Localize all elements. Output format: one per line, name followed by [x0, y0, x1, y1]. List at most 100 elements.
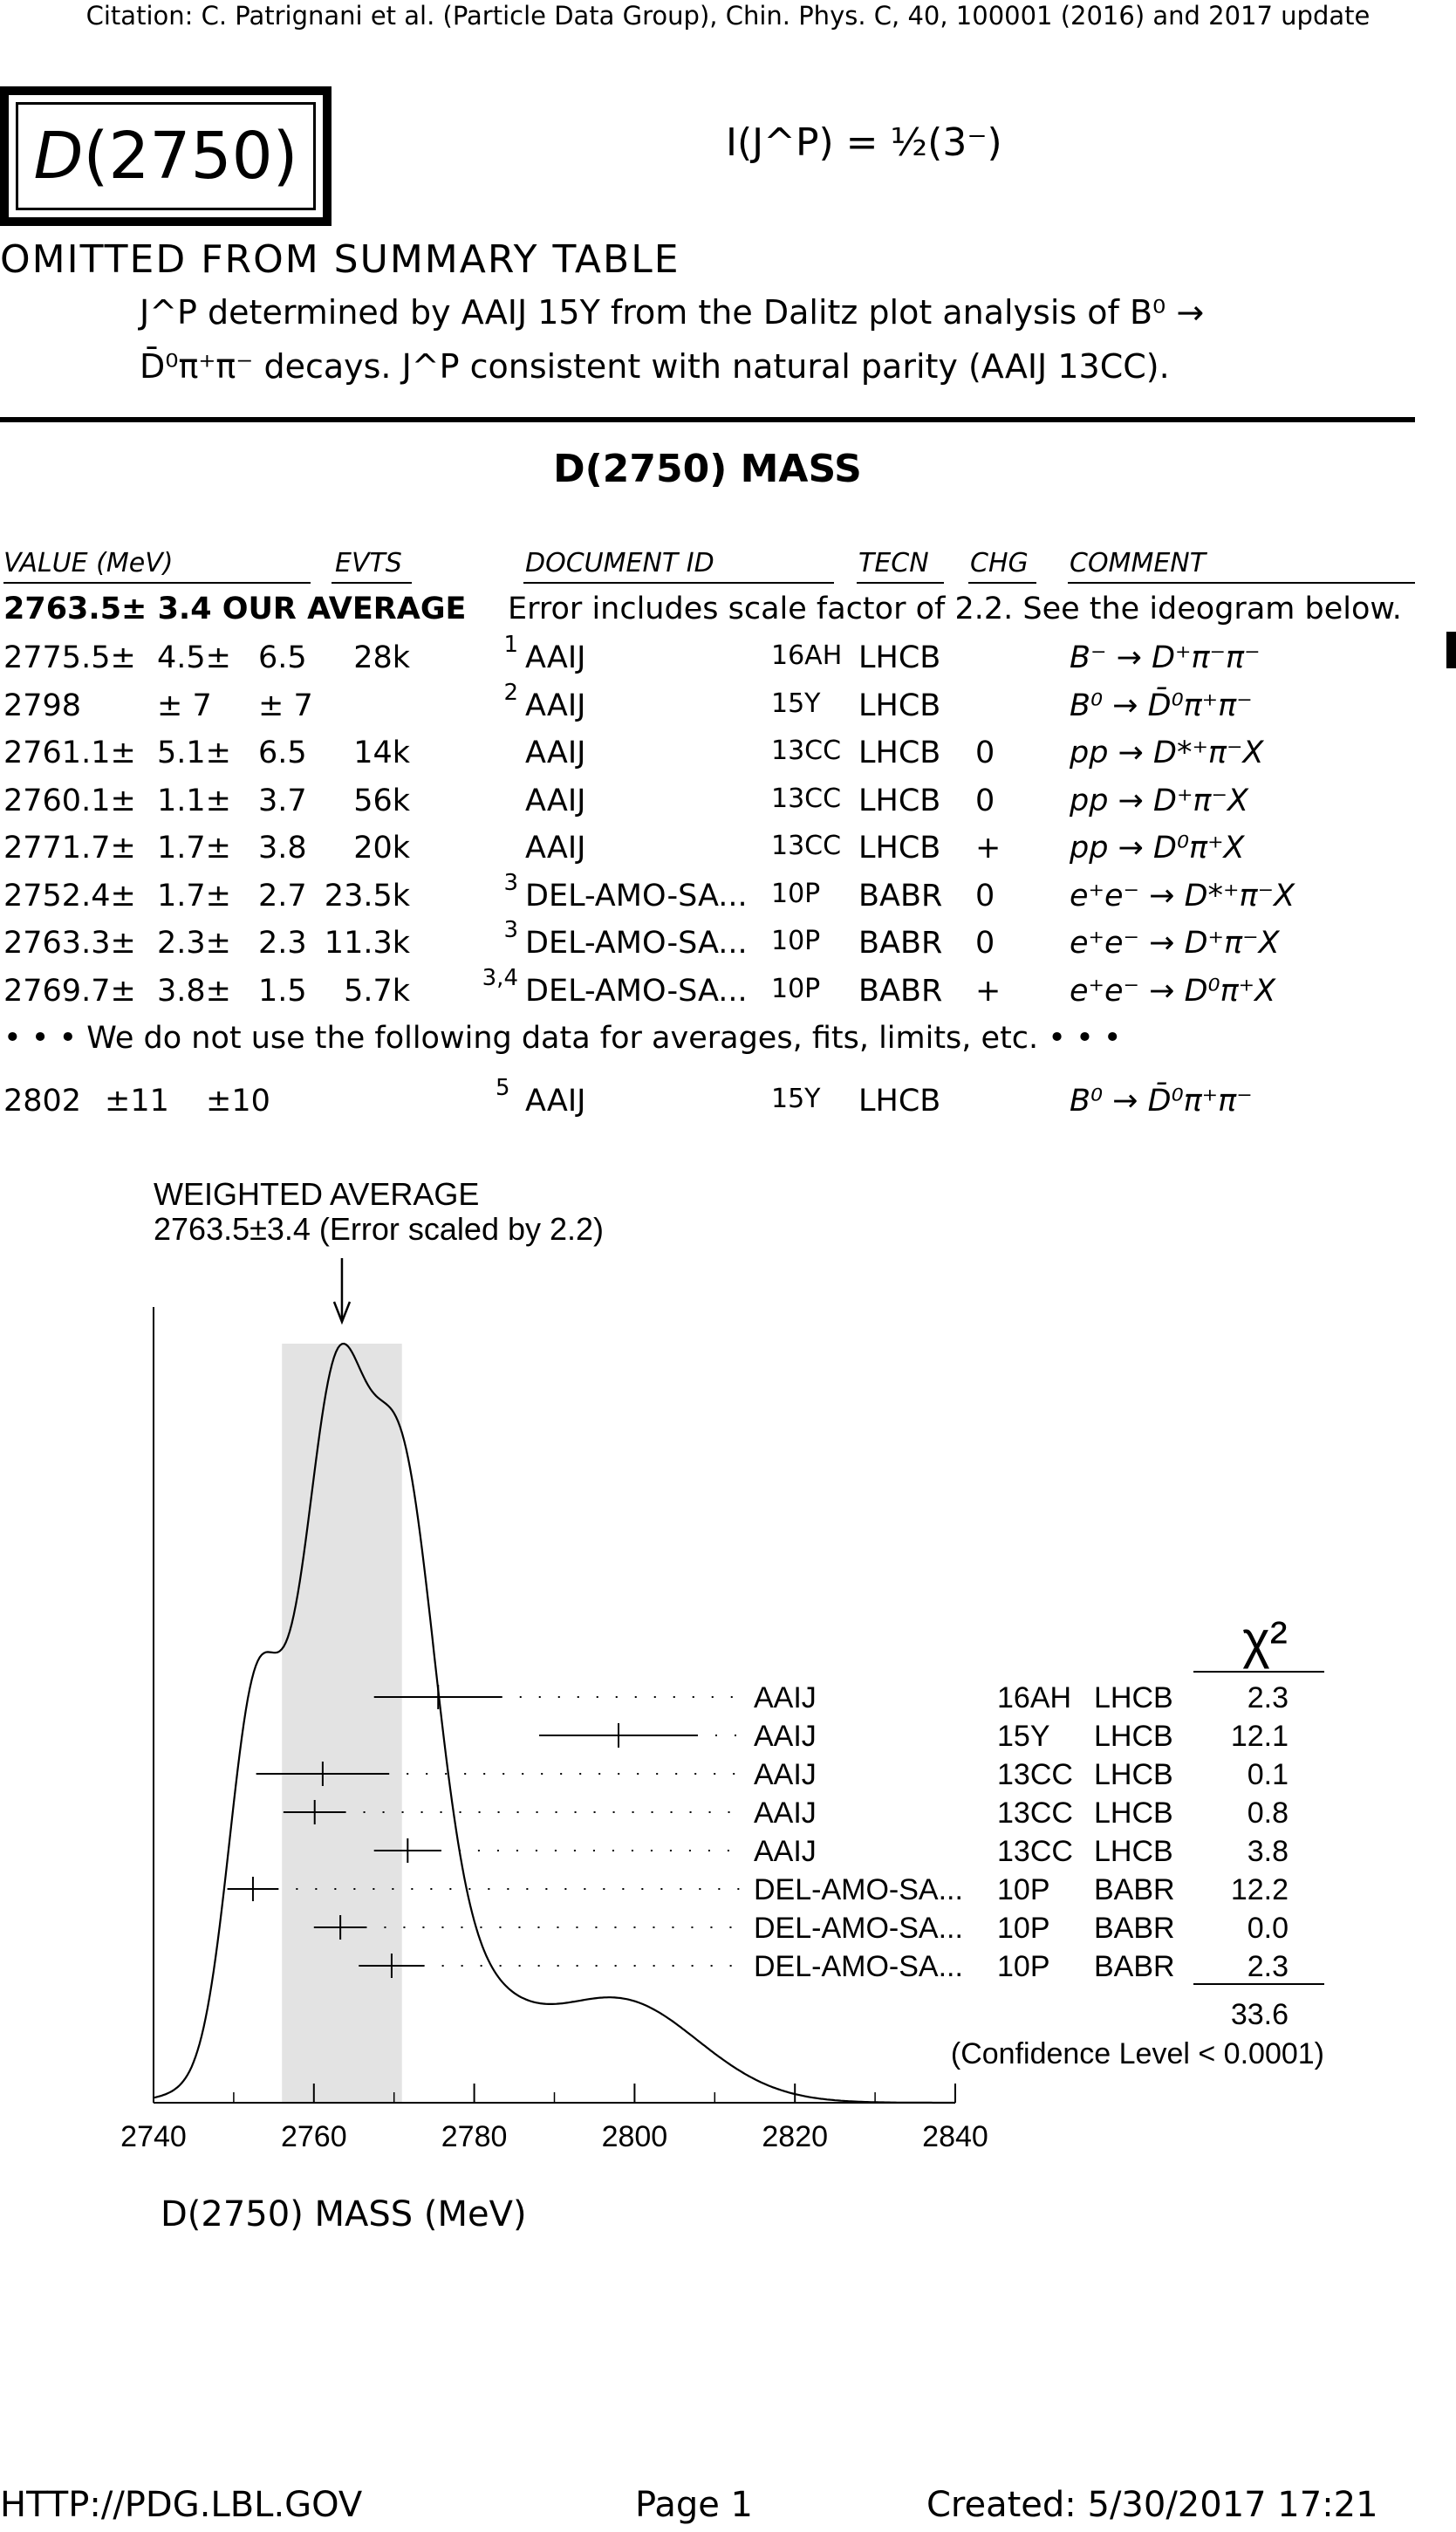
- header-underline: [3, 582, 311, 584]
- row-err2: 3.8: [258, 831, 307, 866]
- section-rule: [0, 417, 1415, 422]
- row-document: DEL-AMO-SA...: [525, 973, 748, 1009]
- weighted-average-title: WEIGHTED AVERAGE: [154, 1176, 480, 1212]
- row-err1: 2.3±: [157, 926, 231, 961]
- footer-created: Created: 5/30/2017 17:21: [926, 2485, 1378, 2525]
- entry-year: 10P: [997, 1950, 1050, 1983]
- quantum-numbers: I(J^P) = ½(3⁻): [726, 120, 1002, 165]
- entry-label: AAIJ: [754, 1796, 817, 1830]
- row-err1: 1.7±: [157, 878, 231, 914]
- entry-label: DEL-AMO-SA...: [754, 1873, 963, 1906]
- entry-tecn: BABR: [1094, 1912, 1175, 1945]
- row-evts: 28k: [353, 640, 410, 675]
- confidence-level: (Confidence Level < 0.0001): [951, 2037, 1324, 2070]
- entry-label: AAIJ: [754, 1720, 817, 1753]
- row-tecn: LHCB: [858, 688, 941, 723]
- entry-year: 10P: [997, 1873, 1050, 1906]
- row-comment: B⁻ → D⁺π⁻π⁻: [1070, 640, 1261, 675]
- change-bar: [1446, 632, 1456, 668]
- x-tick-label: 2740: [120, 2120, 187, 2153]
- footer-page: Page 1: [635, 2485, 753, 2525]
- row-evts: 23.5k: [324, 878, 410, 914]
- header-document-id: DOCUMENT ID: [525, 548, 714, 578]
- row-document: AAIJ: [525, 783, 586, 818]
- row-year: 10P: [771, 973, 821, 1004]
- omitted-label: OMITTED FROM SUMMARY TABLE: [0, 237, 680, 282]
- row-comment: e⁺e⁻ → D⁰π⁺X: [1070, 973, 1276, 1009]
- entry-chi2: 0.0: [1248, 1912, 1289, 1945]
- header-evts: EVTS: [335, 548, 402, 578]
- x-tick-label: 2840: [922, 2120, 988, 2153]
- entry-chi2: 0.8: [1248, 1796, 1289, 1830]
- ideogram-chart: 2740 2760 2780 2800 2820 2840 AAIJ 16AH LHCB 2.3 A…: [120, 1258, 1324, 2153]
- extra-tecn: LHCB: [858, 1084, 941, 1119]
- row-charge: 0: [975, 736, 995, 770]
- entry-tecn: LHCB: [1094, 1835, 1173, 1868]
- average-band: [282, 1344, 402, 2103]
- row-err1: 1.7±: [157, 831, 231, 866]
- entry-year: 15Y: [997, 1720, 1050, 1753]
- entry-chi2: 12.1: [1231, 1720, 1289, 1753]
- entry-tecn: LHCB: [1094, 1681, 1173, 1714]
- header-underline: [523, 582, 834, 584]
- row-err2: 2.7: [258, 878, 307, 914]
- row-err2: ± 7: [258, 688, 313, 723]
- row-comment: e⁺e⁻ → D⁺π⁻X: [1070, 926, 1280, 961]
- row-year: 16AH: [771, 640, 843, 671]
- footer-url[interactable]: HTTP://PDG.LBL.GOV: [0, 2485, 363, 2525]
- row-comment: pp → D⁰π⁺X: [1070, 831, 1245, 866]
- row-charge: 0: [975, 926, 995, 961]
- extra-err1: ±11: [105, 1084, 169, 1119]
- row-footnote: 3,4: [482, 964, 518, 991]
- row-value: 2769.7±: [3, 973, 136, 1009]
- row-tecn: BABR: [858, 926, 943, 961]
- entry-year: 13CC: [997, 1796, 1073, 1830]
- x-tick-label: 2780: [441, 2120, 508, 2153]
- row-document: DEL-AMO-SA...: [525, 926, 748, 961]
- row-document: AAIJ: [525, 640, 586, 675]
- average-arrow-head: [332, 1301, 352, 1325]
- row-value: 2798: [3, 688, 82, 723]
- row-charge: 0: [975, 783, 995, 818]
- entry-tecn: BABR: [1094, 1873, 1175, 1906]
- row-err2: 1.5: [258, 973, 307, 1009]
- citation: Citation: C. Patrignani et al. (Particle…: [85, 1, 1371, 31]
- entry-tecn: LHCB: [1094, 1758, 1173, 1791]
- row-tecn: BABR: [858, 973, 943, 1009]
- ideogram-curve: [153, 1342, 955, 2104]
- entry-label: AAIJ: [754, 1835, 817, 1868]
- extra-document: AAIJ: [525, 1084, 586, 1119]
- row-value: 2763.3±: [3, 926, 136, 961]
- row-document: AAIJ: [525, 688, 586, 723]
- row-err2: 6.5: [258, 736, 307, 770]
- row-err2: 2.3: [258, 926, 307, 961]
- row-charge: +: [975, 973, 1001, 1009]
- header-underline: [1068, 582, 1415, 584]
- row-err1: 5.1±: [157, 736, 231, 770]
- row-err1: 1.1±: [157, 783, 231, 818]
- entry-year: 10P: [997, 1912, 1050, 1945]
- x-tick-label: 2760: [281, 2120, 347, 2153]
- row-tecn: BABR: [858, 878, 943, 914]
- row-value: 2760.1±: [3, 783, 136, 818]
- row-year: 15Y: [771, 688, 821, 719]
- entry-tecn: BABR: [1094, 1950, 1175, 1983]
- header-tecn: TECN: [858, 548, 929, 578]
- row-err2: 3.7: [258, 783, 307, 818]
- entry-label: DEL-AMO-SA...: [754, 1912, 963, 1945]
- our-average-comment: Error includes scale factor of 2.2. See …: [508, 592, 1402, 626]
- entry-label: AAIJ: [754, 1758, 817, 1791]
- extra-err2: ±10: [206, 1084, 270, 1119]
- row-comment: pp → D*⁺π⁻X: [1070, 736, 1264, 770]
- row-err2: 6.5: [258, 640, 307, 675]
- row-footnote: 3: [503, 917, 518, 943]
- header-comment: COMMENT: [1070, 548, 1206, 578]
- row-err1: 3.8±: [157, 973, 231, 1009]
- particle-title-box: D(2750): [0, 86, 332, 226]
- entry-label: AAIJ: [754, 1681, 817, 1714]
- row-footnote: 2: [503, 679, 518, 706]
- entry-chi2: 2.3: [1248, 1950, 1289, 1983]
- chi2-header: χ²: [1242, 1611, 1287, 1669]
- weighted-average-value: 2763.5±3.4 (Error scaled by 2.2): [154, 1211, 605, 1247]
- extra-footnote: 5: [496, 1075, 510, 1101]
